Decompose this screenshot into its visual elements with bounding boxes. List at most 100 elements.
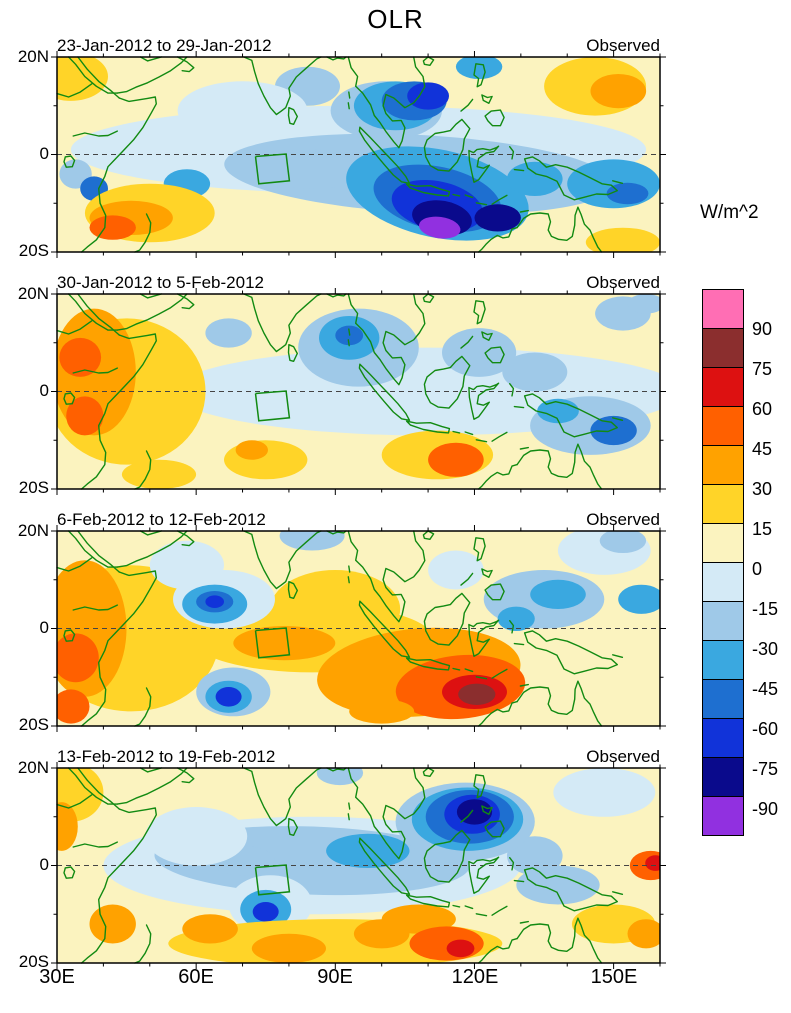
anomaly-blob — [89, 215, 136, 240]
anomaly-blob — [205, 318, 252, 348]
colorbar-tick-label: -15 — [752, 599, 779, 619]
anomaly-blob — [507, 161, 563, 196]
anomaly-blob — [182, 914, 238, 944]
colorbar-tick-label: 75 — [752, 359, 773, 379]
colorbar-cell — [702, 523, 744, 563]
y-tick-label-20n: 20N — [17, 521, 49, 540]
x-tick-label-30e: 30E — [39, 966, 75, 988]
anomaly-blob — [455, 57, 503, 79]
map-panel-2: 30-Jan-2012 to 5-Feb-2012 Observed 20N 0… — [0, 273, 791, 497]
contour-map-2 — [51, 288, 666, 495]
x-tick-label-120e: 120E — [451, 966, 499, 988]
coastline-layer — [56, 530, 624, 727]
map-panel-1: 23-Jan-2012 to 29-Jan-2012 Observed 20N … — [0, 36, 791, 260]
anomaly-blob — [326, 833, 410, 868]
colorbar-tick-label: 30 — [752, 479, 773, 499]
x-axis-labels: 30E 60E 90E 120E 150E — [39, 966, 660, 994]
anomaly-blob — [474, 204, 521, 232]
colorbar-cell — [702, 640, 744, 680]
anomaly-blob — [215, 687, 242, 707]
anomaly-blob — [316, 768, 364, 786]
colorbar-tick-label: 60 — [752, 399, 773, 419]
anomaly-blob — [251, 149, 373, 189]
x-tick-label-60e: 60E — [178, 966, 214, 988]
plot-frame — [56, 293, 661, 490]
anomaly-blob — [57, 57, 108, 101]
coastline-layer — [56, 293, 624, 490]
anomaly-blob — [59, 337, 102, 377]
anomaly-blob — [145, 807, 248, 866]
x-tick-label-90e: 90E — [317, 966, 353, 988]
anomaly-blob — [458, 683, 496, 705]
y-tick-label-0: 0 — [39, 855, 49, 874]
anomaly-blob — [418, 216, 461, 239]
colorbar-tick-label: -45 — [752, 679, 779, 699]
anomaly-blob — [442, 328, 517, 377]
anomaly-blob — [446, 939, 475, 958]
anomaly-blob — [89, 904, 136, 944]
anomaly-blob — [599, 531, 647, 553]
contour-fill-layer — [57, 531, 660, 726]
colorbar-tick-label: -60 — [752, 719, 779, 739]
y-tick-label-20n: 20N — [17, 47, 49, 66]
panel-1-header: 23-Jan-2012 to 29-Jan-2012 Observed — [57, 36, 660, 56]
anomaly-blob — [279, 531, 345, 551]
panel-4-date-range: 13-Feb-2012 to 19-Feb-2012 — [57, 747, 276, 766]
index-region-box — [254, 864, 291, 896]
anomaly-blob — [590, 415, 637, 446]
colorbar-tick-labels: 90 75 60 45 30 15 0 -15 -30 -45 -60 -75 -90 — [752, 289, 791, 853]
anomaly-blob — [618, 584, 660, 614]
colorbar-cell — [702, 406, 744, 446]
colorbar-cell — [702, 328, 744, 368]
anomaly-blob — [627, 919, 660, 949]
anomaly-blob — [57, 802, 78, 851]
y-tick-label-20s: 20S — [18, 241, 49, 260]
plot-frame — [56, 56, 661, 253]
panel-1-source-label: Observed — [586, 36, 660, 55]
index-region-box — [254, 153, 291, 185]
colorbar-tick-label: -90 — [752, 799, 779, 819]
anomaly-blob — [177, 81, 308, 140]
anomaly-blob — [205, 595, 224, 608]
anomaly-blob — [516, 865, 600, 905]
colorbar-tick-label: 45 — [752, 439, 773, 459]
colorbar-cell — [702, 289, 744, 329]
anomaly-blob — [497, 606, 535, 631]
contour-map-1 — [51, 51, 666, 258]
anomaly-blob — [409, 926, 484, 961]
panel-3-date-range: 6-Feb-2012 to 12-Feb-2012 — [57, 510, 266, 529]
anomaly-blob — [585, 227, 660, 252]
colorbar — [702, 289, 744, 836]
panel-4-header: 13-Feb-2012 to 19-Feb-2012 Observed — [57, 747, 660, 767]
map-panel-3: 6-Feb-2012 to 12-Feb-2012 Observed 20N 0… — [0, 510, 791, 734]
y-tick-label-20n: 20N — [17, 758, 49, 777]
anomaly-blob — [627, 294, 660, 314]
panel-4-source-label: Observed — [586, 747, 660, 766]
y-tick-label-20s: 20S — [18, 478, 49, 497]
colorbar-cell — [702, 601, 744, 641]
index-region-box — [254, 627, 291, 659]
anomaly-blob — [428, 442, 484, 477]
colorbar-cell — [702, 796, 744, 836]
y-tick-label-0: 0 — [39, 144, 49, 163]
colorbar-tick-label: 0 — [752, 559, 763, 579]
x-tick-label-150e: 150E — [590, 966, 638, 988]
anomaly-blob — [381, 904, 456, 934]
y-tick-label-20n: 20N — [17, 284, 49, 303]
anomaly-blob — [407, 82, 449, 110]
panel-3-header: 6-Feb-2012 to 12-Feb-2012 Observed — [57, 510, 660, 530]
anomaly-blob — [553, 768, 656, 817]
colorbar-cell — [702, 679, 744, 719]
colorbar-cell — [702, 718, 744, 758]
colorbar-cell — [702, 562, 744, 602]
panel-3-source-label: Observed — [586, 510, 660, 529]
y-tick-label-0: 0 — [39, 381, 49, 400]
anomaly-blob — [121, 459, 197, 489]
colorbar-cell — [702, 757, 744, 797]
anomaly-blob — [235, 440, 268, 460]
anomaly-blob — [590, 74, 647, 109]
index-region-box — [254, 390, 291, 422]
colorbar-cell — [702, 367, 744, 407]
contour-fill-layer — [57, 768, 660, 963]
